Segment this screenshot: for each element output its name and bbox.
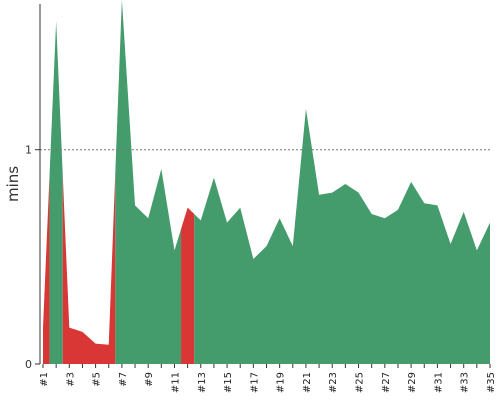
x-tick-label-31: #31 bbox=[433, 372, 444, 393]
x-tick-label-21: #21 bbox=[302, 372, 313, 393]
area-segment-fail-3 bbox=[62, 172, 116, 364]
x-tick-label-29: #29 bbox=[407, 372, 418, 393]
y-tick-label-1: 1 bbox=[25, 144, 32, 157]
x-tick-label-1: #1 bbox=[39, 372, 50, 387]
x-axis-ticks: #1 #3 #5 #7 #9 #11 #13 #15 #17 #19 #21 #23 #25 #27 #29… bbox=[39, 364, 497, 393]
x-tick-label-7: #7 bbox=[118, 372, 129, 387]
x-tick-label-27: #27 bbox=[381, 372, 392, 393]
area-segment-pass-7 bbox=[115, 0, 182, 364]
x-tick-label-5: #5 bbox=[92, 372, 103, 387]
chart-plot-area bbox=[43, 0, 490, 364]
x-tick-label-25: #25 bbox=[355, 372, 366, 393]
x-tick-label-3: #3 bbox=[65, 372, 76, 387]
y-axis-ticks: 01 bbox=[25, 144, 40, 371]
area-segment-fail-1 bbox=[43, 174, 50, 364]
area-segment-pass-13 bbox=[194, 109, 490, 364]
area-segment-pass-2 bbox=[49, 21, 63, 364]
y-tick-label-0: 0 bbox=[25, 358, 32, 371]
area-segment-fail-12 bbox=[181, 207, 195, 364]
x-tick-label-23: #23 bbox=[328, 372, 339, 393]
x-tick-label-15: #15 bbox=[223, 372, 234, 393]
x-tick-label-13: #13 bbox=[197, 372, 208, 393]
x-tick-label-19: #19 bbox=[276, 372, 287, 393]
x-tick-label-9: #9 bbox=[144, 372, 155, 387]
x-tick-label-33: #33 bbox=[460, 372, 471, 393]
y-axis-title: mins bbox=[4, 166, 22, 202]
x-tick-label-17: #17 bbox=[249, 372, 260, 393]
x-tick-label-11: #11 bbox=[170, 372, 181, 393]
x-tick-label-35: #35 bbox=[486, 372, 497, 393]
